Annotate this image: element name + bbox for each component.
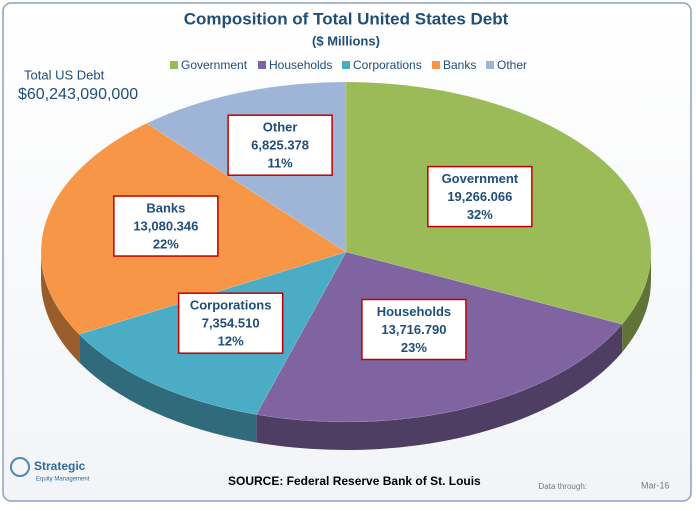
label-percent: 22%: [153, 236, 179, 251]
logo-name: Strategic: [34, 459, 86, 473]
data-label: Corporations 7,354.510 12%: [177, 292, 284, 354]
label-box: [427, 165, 533, 228]
legend-swatch: [432, 61, 440, 69]
legend-label: Corporations: [353, 58, 422, 72]
slice-side: [256, 324, 623, 450]
data-label: Other 6,825.378 11%: [227, 114, 333, 176]
logo-icon: [10, 457, 30, 477]
label-name: Government: [442, 171, 519, 186]
legend-swatch: [170, 61, 178, 69]
slice-side: [622, 252, 651, 353]
source-note: SOURCE: Federal Reserve Bank of St. Loui…: [228, 474, 481, 488]
legend-swatch: [258, 61, 266, 69]
legend-label: Banks: [443, 58, 476, 72]
label-percent: 12%: [218, 334, 244, 349]
legend-label: Government: [181, 58, 248, 72]
data-label: Banks 13,080.346 22%: [113, 195, 219, 257]
label-box: [113, 195, 219, 257]
label-percent: 32%: [467, 207, 493, 222]
data-label: Households 13,716.790 23%: [361, 298, 467, 361]
total-value: $60,243,090,000: [18, 86, 138, 103]
legend-label: Other: [497, 58, 527, 72]
total-label: Total US Debt: [24, 67, 105, 82]
data-through-label: Data through:: [539, 482, 587, 491]
legend-swatch: [342, 61, 350, 69]
slice-side: [41, 252, 80, 363]
legend-label: Households: [269, 58, 332, 72]
label-value: 7,354.510: [202, 316, 260, 331]
label-name: Corporations: [190, 298, 272, 313]
legend-swatch: [486, 61, 494, 69]
chart-title: Composition of Total United States Debt: [184, 9, 509, 28]
label-name: Households: [377, 304, 451, 319]
label-value: 13,080.346: [133, 218, 198, 233]
label-percent: 11%: [267, 156, 293, 171]
data-label: Government 19,266.066 32%: [427, 165, 533, 228]
chart-subtitle: ($ Millions): [312, 33, 380, 48]
label-percent: 23%: [401, 340, 427, 355]
label-value: 19,266.066: [447, 189, 512, 204]
label-box: [361, 298, 467, 361]
label-name: Banks: [146, 200, 185, 215]
label-value: 13,716.790: [381, 322, 446, 337]
label-value: 6,825.378: [251, 138, 309, 153]
slice-side: [79, 334, 257, 443]
label-box: [177, 292, 284, 354]
data-through-value: Mar-16: [641, 480, 670, 490]
logo-sub: Equity Management: [36, 477, 90, 483]
label-box: [227, 114, 333, 176]
label-name: Other: [263, 120, 298, 135]
logo: Strategic Equity Management: [10, 457, 90, 483]
